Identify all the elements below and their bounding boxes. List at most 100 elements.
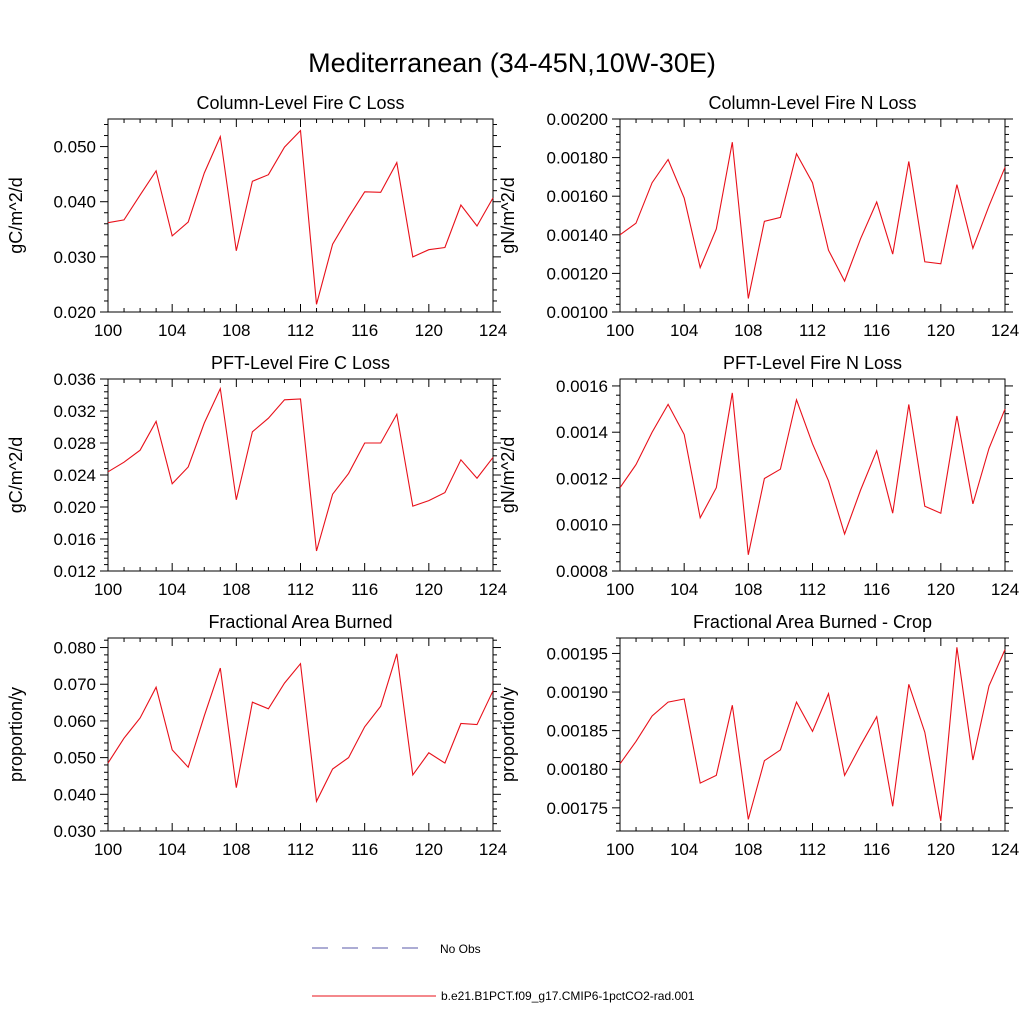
y-tick-label: 0.030 [53, 822, 96, 841]
x-tick-label: 124 [991, 840, 1019, 859]
y-axis-label: gN/m^2/d [498, 177, 518, 253]
y-axis-label: gN/m^2/d [498, 437, 518, 513]
y-tick-label: 0.0014 [556, 423, 608, 442]
y-tick-label: 0.030 [53, 248, 96, 267]
x-tick-label: 120 [415, 321, 443, 340]
panel-title: Fractional Area Burned - Crop [693, 612, 932, 632]
panel-title: Fractional Area Burned [208, 612, 392, 632]
chart-panel-2: Column-Level Fire N Loss 100 104 108 112 116 1… [498, 93, 1019, 340]
y-tick-label: 0.050 [53, 138, 96, 157]
panels: Column-Level Fire C Loss 100 104 108 112 116 1… [6, 93, 1019, 859]
y-tick-label: 0.070 [53, 675, 96, 694]
x-tick-label: 104 [158, 840, 186, 859]
y-tick-label: 0.0010 [556, 516, 608, 535]
x-tick-label: 120 [415, 840, 443, 859]
plot-frame [107, 378, 494, 572]
y-tick-label: 0.0016 [556, 377, 608, 396]
x-tick-label: 120 [927, 840, 955, 859]
y-tick-label: 0.00100 [547, 303, 608, 322]
x-tick-label: 104 [670, 840, 698, 859]
x-tick-label: 104 [158, 321, 186, 340]
y-tick-label: 0.00200 [547, 110, 608, 129]
legend-label-model: b.e21.B1PCT.f09_g17.CMIP6-1pctCO2-rad.00… [441, 989, 695, 1003]
x-tick-label: 120 [927, 580, 955, 599]
y-tick-label: 0.00120 [547, 264, 608, 283]
y-tick-label: 0.080 [53, 639, 96, 658]
series-line [107, 653, 494, 804]
x-tick-label: 112 [287, 840, 314, 859]
y-axis-label: gC/m^2/d [6, 437, 26, 513]
y-tick-label: 0.00175 [547, 799, 608, 818]
x-tick-label: 116 [863, 840, 890, 859]
y-tick-label: 0.00195 [547, 644, 608, 663]
y-tick-label: 0.024 [53, 466, 96, 485]
x-tick-label: 116 [863, 580, 890, 599]
x-tick-label: 100 [606, 580, 634, 599]
y-tick-label: 0.028 [53, 434, 96, 453]
x-tick-label: 100 [94, 580, 122, 599]
chart-panel-1: Column-Level Fire C Loss 100 104 108 112 116 1… [6, 93, 507, 340]
panel-title: PFT-Level Fire N Loss [723, 353, 902, 373]
chart-panel-5: Fractional Area Burned 100 104 108 112 116 120… [6, 612, 507, 859]
y-tick-label: 0.00190 [547, 683, 608, 702]
series-line [107, 386, 494, 552]
y-tick-label: 0.00185 [547, 722, 608, 741]
y-tick-label: 0.00180 [547, 760, 608, 779]
chart-panel-3: PFT-Level Fire C Loss 100 104 108 112 116 120 1… [6, 353, 507, 599]
x-tick-label: 124 [479, 580, 507, 599]
panel-title: PFT-Level Fire C Loss [211, 353, 390, 373]
series-line [619, 647, 1006, 822]
y-tick-label: 0.00180 [547, 149, 608, 168]
plot-frame [619, 118, 1006, 313]
plot-frame [107, 118, 494, 313]
panel-title: Column-Level Fire C Loss [196, 93, 404, 113]
plot-frame [619, 637, 1006, 832]
y-tick-label: 0.00160 [547, 187, 608, 206]
legend: No Obs b.e21.B1PCT.f09_g17.CMIP6-1pctCO2… [312, 942, 695, 1003]
y-tick-label: 0.020 [53, 303, 96, 322]
x-tick-label: 108 [734, 840, 762, 859]
y-tick-label: 0.040 [53, 193, 96, 212]
x-tick-label: 108 [734, 580, 762, 599]
y-axis-label: gC/m^2/d [6, 177, 26, 253]
y-tick-label: 0.0012 [556, 469, 608, 488]
y-tick-label: 0.012 [53, 562, 96, 581]
x-tick-label: 124 [991, 321, 1019, 340]
x-tick-label: 116 [351, 321, 378, 340]
x-tick-label: 112 [287, 321, 314, 340]
panel-title: Column-Level Fire N Loss [708, 93, 916, 113]
x-tick-label: 112 [799, 321, 826, 340]
x-tick-label: 108 [222, 840, 250, 859]
x-tick-label: 120 [415, 580, 443, 599]
x-tick-label: 120 [927, 321, 955, 340]
x-tick-label: 108 [734, 321, 762, 340]
x-tick-label: 100 [606, 840, 634, 859]
y-axis-label: proportion/y [498, 687, 518, 782]
y-axis-label: proportion/y [6, 687, 26, 782]
x-tick-label: 100 [94, 321, 122, 340]
x-tick-label: 116 [351, 840, 378, 859]
x-tick-label: 100 [606, 321, 634, 340]
x-tick-label: 124 [479, 321, 507, 340]
y-tick-label: 0.00140 [547, 226, 608, 245]
chart-panel-6: Fractional Area Burned - Crop 100 104 108 11… [498, 612, 1019, 859]
y-tick-label: 0.040 [53, 785, 96, 804]
y-tick-label: 0.0008 [556, 562, 608, 581]
x-tick-label: 112 [799, 580, 826, 599]
series-line [107, 129, 494, 305]
series-line [619, 392, 1006, 555]
x-tick-label: 104 [670, 321, 698, 340]
x-tick-label: 124 [991, 580, 1019, 599]
x-tick-label: 112 [799, 840, 826, 859]
x-tick-label: 124 [479, 840, 507, 859]
x-tick-label: 104 [158, 580, 186, 599]
x-tick-label: 108 [222, 321, 250, 340]
x-tick-label: 108 [222, 580, 250, 599]
legend-label-no-obs: No Obs [440, 942, 481, 956]
y-tick-label: 0.016 [53, 530, 96, 549]
x-tick-label: 112 [287, 580, 314, 599]
y-tick-label: 0.032 [53, 402, 96, 421]
x-tick-label: 100 [94, 840, 122, 859]
x-tick-label: 104 [670, 580, 698, 599]
